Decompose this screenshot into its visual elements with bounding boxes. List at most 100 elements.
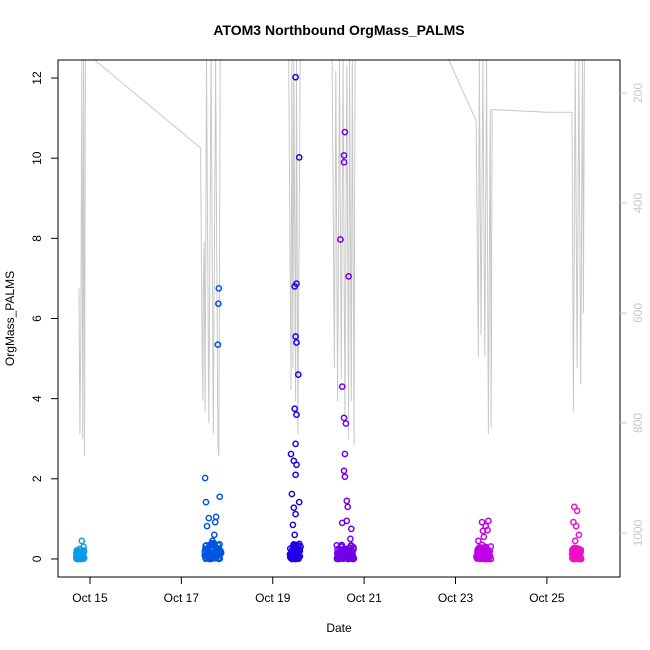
x-tick-label: Oct 17 [164,591,200,605]
data-point [211,518,219,526]
data-point [344,554,352,562]
data-point [337,236,344,243]
y-tick-label: 4 [30,395,44,402]
data-points-layer [72,73,585,563]
data-point [340,467,348,475]
data-point [289,521,297,529]
data-point [573,507,581,515]
data-point [287,450,295,458]
data-point [570,545,578,553]
data-point [211,540,218,548]
data-point [334,549,342,557]
data-point [340,152,348,159]
data-point [292,333,299,340]
y2-tick-label: 600 [631,303,645,323]
data-point [485,517,492,525]
x-tick-label: Oct 15 [72,591,108,605]
x-tick-label: Oct 25 [529,591,565,605]
data-point [341,473,349,481]
data-point [291,546,299,554]
data-point [478,518,486,526]
data-point [340,414,348,422]
data-point [203,522,211,530]
data-point [206,552,214,560]
data-point [291,549,299,557]
x-axis: Oct 15 Oct 17 Oct 19 Oct 21 Oct 23 Oct 25 [72,577,565,605]
x-axis-label: Date [326,621,352,635]
data-point [293,339,300,346]
data-point [295,154,303,161]
data-point [292,510,299,518]
data-point [76,553,84,561]
data-point [343,517,351,525]
data-point [214,341,222,348]
data-point [291,531,299,539]
y-tick-label: 8 [30,235,44,242]
data-point [474,547,481,554]
y-tick-label: 6 [30,315,44,322]
data-point [338,383,346,390]
data-point [201,474,209,482]
data-point [295,498,303,506]
data-point [292,471,299,479]
data-point [291,405,299,413]
data-point [292,440,299,448]
data-point [207,540,215,548]
data-point [215,300,222,308]
data-point [341,128,349,136]
x-tick-label: Oct 21 [346,591,382,605]
y-axis-label: OrgMass_PALMS [3,271,17,366]
x-tick-label: Oct 23 [438,591,474,605]
y-tick-label: 0 [30,555,44,562]
data-point [210,531,218,539]
x-tick-label: Oct 19 [255,591,291,605]
data-point [293,411,300,419]
data-point [216,493,224,501]
data-point [347,542,355,550]
y-tick-label: 10 [30,151,44,165]
data-point [291,283,299,290]
data-point [292,73,299,81]
data-point [342,420,350,427]
data-point [571,537,579,545]
data-point [347,535,354,543]
y-axis: 0 2 4 6 8 10 12 [30,71,58,562]
data-point [341,450,349,458]
data-point [577,555,585,563]
data-point [575,550,583,557]
data-point [293,461,300,469]
data-point [205,514,213,522]
data-point [203,546,210,554]
y-tick-label: 2 [30,475,44,482]
data-point [78,537,86,545]
data-point [475,537,482,545]
data-point [575,531,583,539]
y2-tick-label: 400 [631,193,645,213]
data-point [345,273,352,280]
data-point [202,498,210,506]
data-point [212,513,220,521]
data-point [344,503,352,511]
y2-tick-label: 800 [631,413,645,433]
chart-title: ATOM3 Northbound OrgMass_PALMS [213,22,464,38]
secondary-y-axis: 200 400 600 800 1000 [620,83,645,546]
data-point [349,550,356,558]
data-point [215,285,223,292]
data-point [484,526,491,534]
pressure-line-layer [78,60,585,457]
data-point [295,555,302,563]
data-point [290,504,298,512]
data-point [343,497,351,505]
data-point [72,549,80,557]
data-point [294,371,302,378]
data-point [334,546,341,553]
data-point [479,554,487,562]
y2-tick-label: 200 [631,83,645,103]
pressure-line [78,60,585,457]
y2-tick-label: 1000 [631,519,645,546]
data-point [340,550,348,558]
data-point [340,158,348,166]
data-point [482,544,490,551]
data-point [288,490,296,498]
